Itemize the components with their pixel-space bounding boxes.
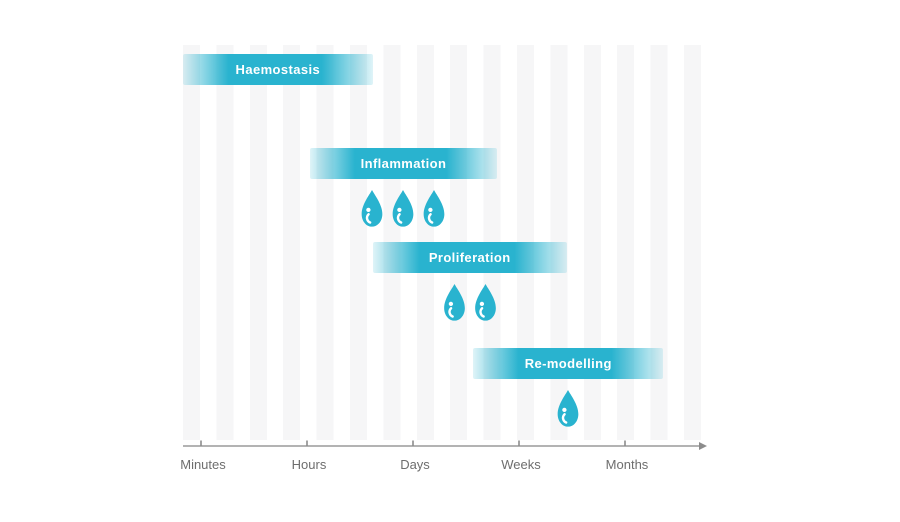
- phase-bar-re-modelling: Re-modelling: [473, 348, 664, 379]
- droplet-icon: [362, 190, 383, 227]
- tick-label-weeks: Weeks: [501, 457, 541, 472]
- droplet-row-re-modelling: [555, 388, 582, 429]
- phase-bar-proliferation: Proliferation: [372, 242, 567, 273]
- droplet-row-proliferation: [441, 282, 499, 323]
- phase-bar-inflammation: Inflammation: [310, 148, 497, 179]
- phase-label: Inflammation: [360, 156, 447, 171]
- droplet-icon: [557, 390, 579, 427]
- phase-label: Re-modelling: [524, 356, 612, 371]
- timeline-axis: [183, 440, 707, 450]
- tick-label-minutes: Minutes: [180, 457, 226, 472]
- tick-label-hours: Hours: [291, 457, 327, 472]
- tick-label-days: Days: [400, 457, 430, 472]
- phase-label: Haemostasis: [235, 62, 321, 77]
- droplet-icon: [474, 284, 496, 321]
- droplet-icon: [424, 190, 445, 227]
- droplet-icon: [393, 190, 414, 227]
- axis-arrowhead-icon: [699, 442, 707, 450]
- phase-bar-haemostasis: Haemostasis: [182, 54, 373, 85]
- tick-label-months: Months: [605, 457, 649, 472]
- phase-label: Proliferation: [428, 250, 511, 265]
- droplet-row-inflammation: [359, 188, 448, 229]
- droplet-icon: [443, 284, 465, 321]
